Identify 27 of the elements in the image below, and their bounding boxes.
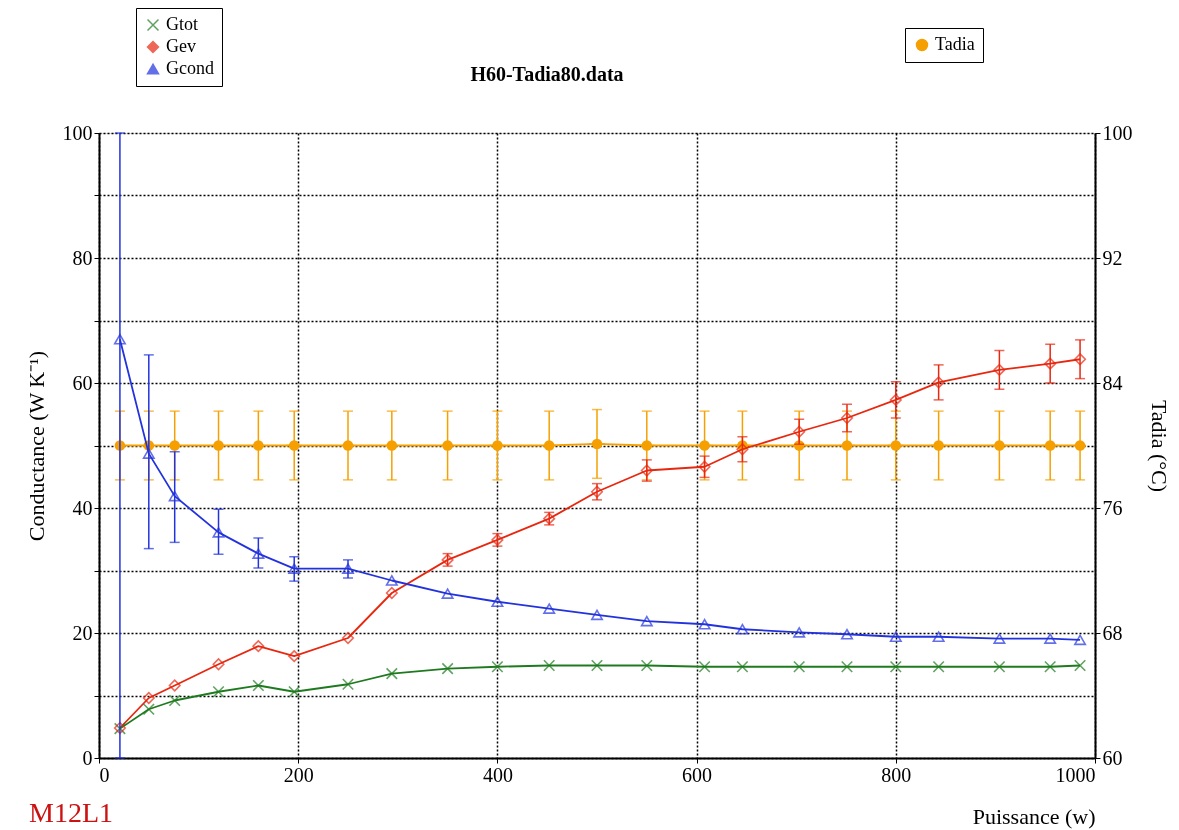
x-tick-label: 400 [482, 763, 513, 786]
legend-label: Gev [166, 36, 196, 56]
chart-title: H60-Tadia80.data [470, 63, 624, 85]
y-axis-title: Conductance (W K⁻¹) [23, 350, 49, 542]
y-tick-label: 80 [72, 246, 93, 269]
y2-tick-label: 100 [1102, 121, 1133, 144]
legend-label: Gtot [166, 14, 199, 34]
legend-label: Gcond [166, 58, 214, 78]
legend-label: Tadia [935, 34, 975, 54]
x-tick-label: 200 [283, 763, 314, 786]
y-tick-label: 40 [72, 496, 93, 519]
y2-tick-label: 92 [1102, 246, 1123, 269]
y2-axis-title: Tadia (°C) [1146, 399, 1172, 493]
x-tick-label: 800 [881, 763, 912, 786]
y-tick-label: 0 [82, 746, 93, 769]
y-tick-label: 20 [72, 621, 93, 644]
y2-tick-label: 76 [1102, 496, 1123, 519]
y2-tick-label: 68 [1102, 621, 1123, 644]
y2-tick-label: 84 [1102, 371, 1123, 394]
y-tick-label: 60 [72, 371, 93, 394]
x-axis-title: Puissance (w) [972, 803, 1096, 829]
text: M12L1 [29, 797, 113, 828]
x-tick-label: 0 [99, 763, 110, 786]
x-tick-label: 1000 [1055, 763, 1096, 786]
y-tick-label: 100 [62, 121, 93, 144]
y2-tick-label: 60 [1102, 746, 1123, 769]
x-tick-label: 600 [682, 763, 713, 786]
